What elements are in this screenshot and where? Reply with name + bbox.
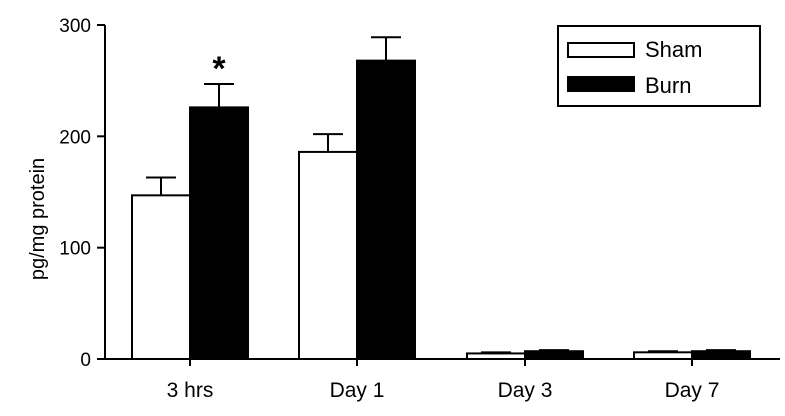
- legend-label-burn: Burn: [645, 73, 691, 98]
- y-axis-title: pg/mg protein: [27, 158, 49, 280]
- legend: Sham Burn: [557, 25, 761, 107]
- bar-burn-3: [691, 350, 751, 360]
- x-tick-label-1: Day 1: [330, 379, 385, 402]
- legend-box: [557, 25, 761, 107]
- y-tick-label-300: 300: [59, 16, 91, 37]
- x-tick-label-3: Day 7: [665, 379, 720, 402]
- y-tick-label-100: 100: [59, 239, 91, 260]
- bar-sham-2: [466, 352, 526, 360]
- legend-label-sham: Sham: [645, 37, 702, 62]
- y-axis: 0 100 200 300: [59, 16, 106, 371]
- bar-burn-1: [356, 59, 416, 360]
- legend-swatch-sham: [567, 42, 635, 58]
- legend-swatch-burn: [567, 76, 635, 92]
- error-bars: [146, 36, 736, 354]
- x-tick-label-2: Day 3: [498, 379, 553, 402]
- bar-sham-3: [633, 351, 693, 361]
- bar-sham-1: [298, 150, 358, 360]
- bars: [131, 59, 751, 361]
- bar-burn-2: [524, 350, 584, 360]
- x-tick-label-0: 3 hrs: [167, 379, 214, 402]
- y-tick-label-200: 200: [59, 127, 91, 148]
- annotations: *: [212, 50, 226, 88]
- bar-burn-0: [189, 106, 249, 360]
- y-tick-label-0: 0: [80, 350, 91, 371]
- x-axis: 3 hrs Day 1 Day 3 Day 7: [104, 358, 780, 402]
- significance-mark-0: *: [212, 50, 226, 88]
- bar-sham-0: [131, 194, 191, 360]
